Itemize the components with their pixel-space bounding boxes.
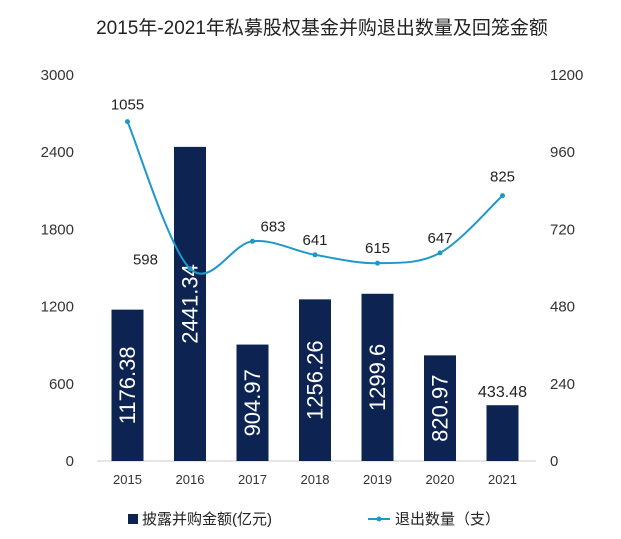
line-point <box>125 119 130 125</box>
left-tick-label: 1200 <box>41 299 74 316</box>
bar-data-label: 820.97 <box>428 375 453 442</box>
right-axis: 0 240 480 720 960 1200 <box>550 67 583 470</box>
right-tick-label: 960 <box>550 144 575 161</box>
legend-line-label: 退出数量（支） <box>395 511 500 528</box>
left-tick-label: 600 <box>49 376 74 393</box>
line-data-label: 1055 <box>111 97 144 114</box>
bar-series: 1176.38 2441.34 904.97 1256.26 1299.6 820.97 4… <box>111 146 527 461</box>
right-tick-label: 720 <box>550 221 575 238</box>
right-tick-label: 0 <box>550 453 558 470</box>
x-tick-label: 2020 <box>426 472 455 487</box>
bar-data-label: 904.97 <box>240 369 265 436</box>
bar-data-label: 1176.38 <box>115 346 140 424</box>
x-tick-label: 2016 <box>176 472 205 487</box>
line-point <box>250 238 255 244</box>
x-tick-label: 2021 <box>488 472 517 487</box>
left-tick-label: 0 <box>66 453 74 470</box>
bar-data-label: 433.48 <box>478 384 527 401</box>
line-point <box>312 252 318 258</box>
bar <box>236 344 269 461</box>
right-tick-label: 480 <box>550 299 575 316</box>
line-data-label: 825 <box>490 169 515 186</box>
x-tick-label: 2018 <box>301 472 330 487</box>
x-tick-label: 2017 <box>238 472 267 487</box>
legend-bar-swatch <box>128 514 138 524</box>
x-tick-label: 2019 <box>363 472 392 487</box>
right-tick-label: 240 <box>550 376 575 393</box>
legend-bar-label: 披露并购金额(亿元) <box>142 511 272 528</box>
bar <box>174 146 206 461</box>
line-data-label: 641 <box>302 232 327 249</box>
line-point <box>187 266 193 272</box>
bar <box>486 405 519 461</box>
left-tick-label: 2400 <box>41 144 74 161</box>
bar-data-label: 2441.34 <box>178 264 203 344</box>
bar <box>299 299 331 461</box>
legend: 披露并购金额(亿元) 退出数量（支） <box>128 511 500 528</box>
line-point <box>500 193 505 199</box>
left-tick-label: 3000 <box>41 67 74 84</box>
right-tick-label: 1200 <box>550 67 583 84</box>
line-data-label: 683 <box>261 218 286 235</box>
line-point <box>437 250 443 256</box>
legend-line-marker <box>376 516 382 522</box>
left-axis: 0 600 1200 1800 2400 3000 <box>41 67 74 470</box>
chart-title: 2015年-2021年私募股权基金并购退出数量及回笼金额 <box>96 17 548 39</box>
bar <box>111 309 144 461</box>
bar <box>424 355 456 461</box>
bar <box>361 293 394 461</box>
line-data-label: 647 <box>427 230 452 247</box>
left-tick-label: 1800 <box>41 221 74 238</box>
x-axis: 2015 2016 2017 2018 2019 2020 2021 <box>113 472 517 487</box>
x-tick-label: 2015 <box>113 472 142 487</box>
bar-data-label: 1256.26 <box>303 340 328 420</box>
bar-data-label: 1299.6 <box>365 344 390 411</box>
line-point <box>375 260 380 266</box>
line-data-label: 598 <box>133 252 158 269</box>
line-series: 1055 598 683 641 615 647 825 <box>111 97 515 275</box>
line-data-label: 615 <box>365 240 390 257</box>
